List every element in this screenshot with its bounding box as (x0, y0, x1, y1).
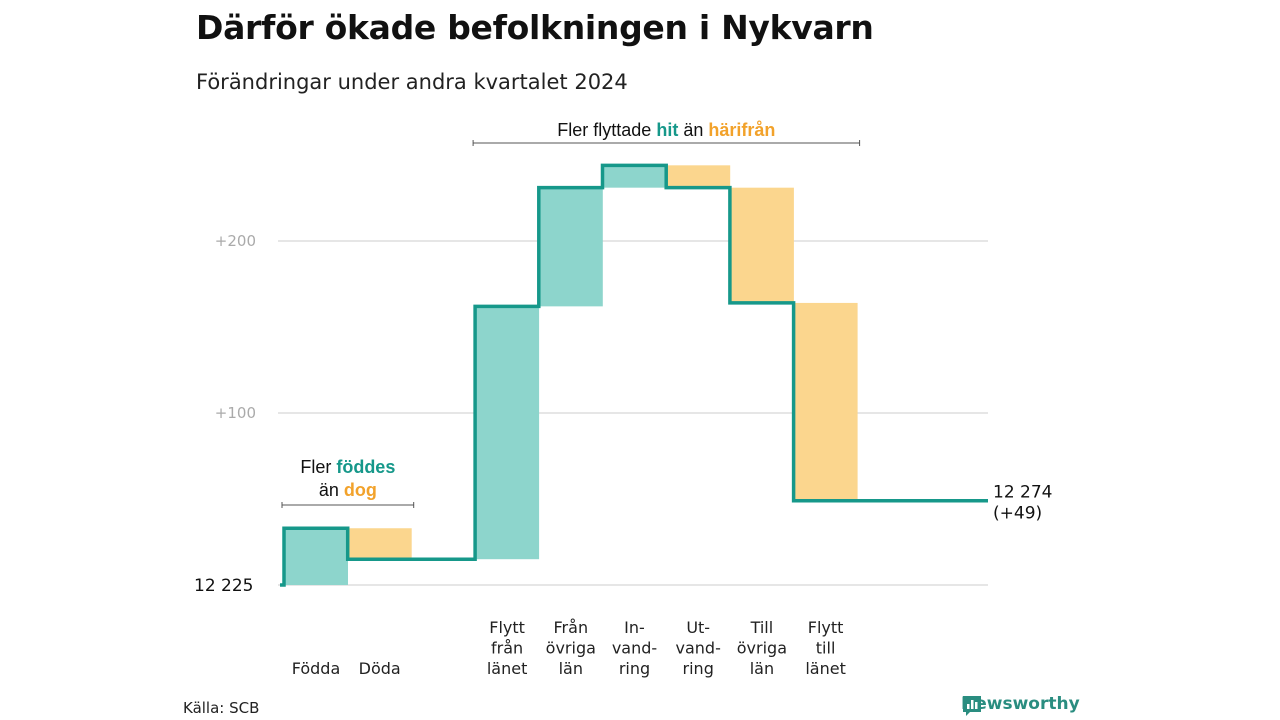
end-value-label-0: 12 274 (993, 483, 1052, 503)
annotation-0-segment-0-0: Fler (300, 457, 336, 477)
category-label-7-0: Till (750, 618, 774, 637)
source-note: Källa: SCB (183, 699, 260, 717)
annotation-0-line-0: Fler föddes (300, 457, 395, 477)
end-value-label-1: (+49) (993, 504, 1042, 524)
category-label-3-1: från (491, 639, 523, 658)
bar-8 (793, 302, 858, 501)
annotation-0-line-1: än dog (319, 480, 377, 500)
category-label-0-0: Födda (292, 659, 341, 678)
y-tick-label-0: +100 (215, 404, 256, 422)
chart-title: Därför ökade befolkningen i Nykvarn (196, 8, 874, 47)
category-label-5-1: vand- (612, 639, 657, 658)
category-label-3-2: länet (487, 659, 528, 678)
category-label-8-1: till (816, 639, 836, 658)
category-label-6-2: ring (683, 659, 714, 678)
category-label-4-0: Från (554, 618, 589, 637)
start-value-label: 12 225 (194, 576, 253, 596)
chart-subtitle: Förändringar under andra kvartalet 2024 (196, 70, 628, 94)
category-label-8-0: Flytt (808, 618, 844, 637)
category-label-3-0: Flytt (489, 618, 525, 637)
cumulative-step-line (280, 163, 988, 587)
annotation-1-segment-0-3: härifrån (708, 120, 775, 140)
bar-4 (538, 187, 603, 307)
category-label-7-2: län (750, 659, 774, 678)
category-label-5-0: In- (624, 618, 645, 637)
annotation-1-line-0: Fler flyttade hit än härifrån (557, 120, 775, 140)
brand-logo[interactable]: Newsworthy (961, 694, 1080, 716)
category-label-4-1: övriga (546, 639, 596, 658)
annotation-0-segment-1-0: än (319, 480, 344, 500)
bar-6 (666, 165, 731, 188)
annotation-1-segment-0-0: Fler flyttade (557, 120, 656, 140)
annotation-1-segment-0-2: än (678, 120, 708, 140)
annotation-0-segment-0-1: föddes (336, 457, 395, 477)
bar-chart-bubble-icon (963, 696, 981, 716)
category-label-7-1: övriga (737, 639, 787, 658)
category-label-4-2: län (559, 659, 583, 678)
category-label-6-0: Ut- (686, 618, 710, 637)
category-label-5-2: ring (619, 659, 650, 678)
annotation-0-segment-1-1: dog (344, 480, 377, 500)
category-label-6-1: vand- (676, 639, 721, 658)
category-label-8-2: länet (805, 659, 846, 678)
bar-0 (284, 528, 348, 585)
category-label-1-0: Döda (359, 659, 401, 678)
annotation-1-segment-0-1: hit (656, 120, 678, 140)
y-tick-label-1: +200 (215, 232, 256, 250)
bar-7 (729, 187, 794, 303)
brand-name: Newsworthy (961, 694, 1080, 714)
bar-1 (347, 528, 412, 560)
bar-5 (602, 165, 667, 188)
bar-3 (475, 306, 540, 560)
